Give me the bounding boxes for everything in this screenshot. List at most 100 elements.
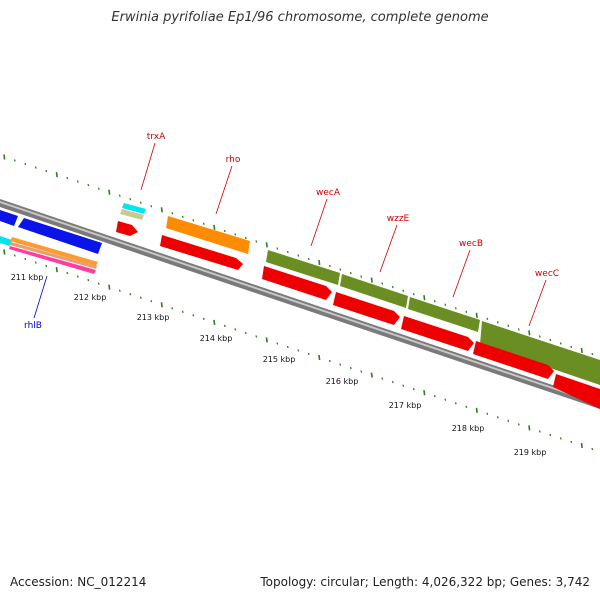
- outer-ring-tick: [496, 321, 499, 324]
- gene-label-rhlB[interactable]: rhlB: [24, 321, 42, 331]
- tan-feature-trxA[interactable]: [120, 209, 144, 220]
- outer-ring-tick: [444, 303, 447, 306]
- outer-ring-tick: [475, 312, 478, 318]
- inner-ring-tick: [87, 278, 90, 282]
- outer-ring-tick: [507, 324, 510, 327]
- outer-ring-tick: [360, 275, 363, 278]
- outer-ring-tick: [76, 180, 79, 183]
- outer-ring-tick: [171, 212, 174, 215]
- outer-ring-tick: [234, 233, 237, 236]
- leader-line-wzzE: [379, 224, 398, 273]
- outer-ring-tick: [349, 271, 352, 275]
- outer-ring-tick: [528, 330, 531, 336]
- cds-wzzE[interactable]: [333, 292, 400, 325]
- cyan-feature-left[interactable]: [0, 236, 12, 246]
- cds-trxA[interactable]: [116, 221, 138, 236]
- outer-ring-tick: [255, 240, 258, 243]
- outer-ring-tick: [192, 219, 195, 222]
- outer-ring-tick: [45, 169, 48, 173]
- cds-wecA[interactable]: [262, 266, 332, 300]
- orange-feature-left-2[interactable]: [10, 242, 97, 269]
- leader-line-rhlB: [33, 275, 48, 319]
- outer-ring-tick: [412, 293, 415, 296]
- outer-ring-tick: [3, 154, 6, 160]
- inner-ring-tick: [570, 440, 573, 444]
- olive-feature-wecA[interactable]: [266, 250, 340, 285]
- outer-ring-tick: [213, 224, 216, 230]
- genome-summary-text: Topology: circular; Length: 4,026,322 bp…: [260, 575, 590, 589]
- gene-label-wecB[interactable]: wecB: [459, 239, 483, 249]
- outer-ring-tick: [297, 254, 300, 257]
- outer-ring-tick: [454, 307, 457, 310]
- orange-feature-rho[interactable]: [166, 216, 250, 254]
- map-title: Erwinia pyrifoliae Ep1/96 chromosome, co…: [111, 10, 489, 25]
- inner-ring-tick: [528, 425, 531, 431]
- outer-ring-tick: [370, 277, 373, 283]
- tick-label: 213 kbp: [137, 313, 170, 322]
- inner-ring-tick: [402, 384, 405, 387]
- tick-label: 215 kbp: [263, 355, 296, 364]
- gene-label-wecA[interactable]: wecA: [316, 188, 341, 198]
- pink-feature-left[interactable]: [9, 246, 96, 274]
- inner-ring-tick: [45, 264, 48, 268]
- olive-feature-wecC[interactable]: [480, 321, 600, 385]
- tick-label: 214 kbp: [200, 334, 233, 343]
- gene-label-wecC[interactable]: wecC: [535, 269, 559, 279]
- accession-text: Accession: NC_012214: [10, 575, 147, 589]
- outer-ring-tick: [339, 268, 342, 271]
- inner-ring-tick: [108, 284, 111, 290]
- outer-ring-tick: [423, 295, 426, 301]
- outer-ring-tick: [549, 338, 552, 342]
- inner-ring-tick: [507, 419, 510, 422]
- inner-ring-tick: [202, 317, 205, 320]
- inner-ring-tick: [475, 407, 478, 413]
- outer-ring-tick: [570, 345, 573, 349]
- inner-ring-tick: [412, 388, 415, 391]
- gene-label-trxA[interactable]: trxA: [147, 132, 166, 142]
- outer-ring-tick: [465, 310, 468, 313]
- cds-rho[interactable]: [160, 235, 243, 270]
- gene-label-rho[interactable]: rho: [226, 155, 241, 165]
- cds-wecB[interactable]: [401, 316, 474, 351]
- outer-ring-tick: [160, 207, 163, 213]
- gene-label-wecB-group: wecB: [452, 239, 483, 298]
- inner-ring-tick: [129, 293, 132, 296]
- inner-ring-tick: [286, 345, 289, 349]
- olive-feature-wecB[interactable]: [408, 297, 480, 332]
- outer-ring-tick: [433, 300, 436, 303]
- outer-ring-tick: [244, 236, 247, 240]
- gene-label-trxA-group: trxA: [140, 132, 166, 191]
- leader-line-wecA: [310, 198, 328, 247]
- inner-ring-tick: [318, 354, 321, 361]
- gene-label-wzzE[interactable]: wzzE: [387, 214, 410, 224]
- inner-ring-tick: [517, 423, 520, 426]
- tick-label: 219 kbp: [514, 448, 547, 457]
- outer-ring-tick: [129, 198, 132, 201]
- blue-feature-2[interactable]: [18, 218, 102, 254]
- cds-wecC[interactable]: [473, 341, 554, 379]
- inner-ring-tick: [559, 437, 562, 440]
- inner-ring-tick: [549, 433, 552, 437]
- orange-feature-left[interactable]: [10, 237, 98, 266]
- inner-ring-tick: [181, 310, 184, 313]
- inner-ring-tick: [171, 307, 174, 310]
- cyan-feature-trxA[interactable]: [122, 203, 146, 214]
- outer-ring-tick: [402, 289, 405, 292]
- inner-ring-tick: [34, 261, 37, 264]
- tick-label: 218 kbp: [452, 424, 485, 433]
- inner-ring-tick: [465, 405, 468, 408]
- outer-ring-tick: [24, 162, 27, 166]
- gene-label-wecC-group: wecC: [528, 269, 559, 327]
- outer-ring-tick: [391, 285, 394, 289]
- inner-ring-tick: [370, 372, 373, 378]
- cds-right-edge[interactable]: [553, 374, 600, 409]
- outer-ring-tick: [66, 176, 69, 180]
- tick-label: 216 kbp: [326, 377, 359, 386]
- tick-label: 211 kbp: [11, 273, 44, 282]
- olive-feature-wzzE[interactable]: [340, 274, 408, 308]
- leader-line-wecB: [452, 249, 471, 298]
- outer-ring-tick: [150, 205, 153, 208]
- blue-feature-1[interactable]: [0, 210, 18, 226]
- outer-ring-tick: [13, 159, 16, 162]
- inner-ring-tick: [328, 359, 331, 363]
